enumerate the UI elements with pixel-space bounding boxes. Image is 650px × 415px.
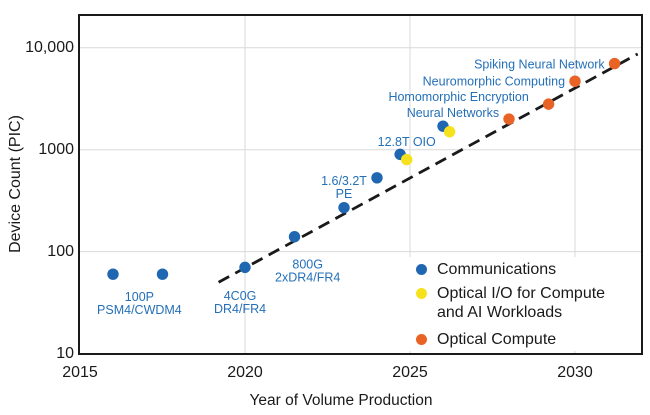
y-tick-label: 100 — [47, 243, 74, 261]
data-point-communications — [239, 261, 251, 274]
annotation: DR4/FR4 — [214, 302, 266, 316]
x-tick-label: 2025 — [392, 364, 428, 381]
legend-label: Optical Compute — [437, 331, 557, 348]
plot-border — [78, 14, 643, 355]
data-point-optical — [542, 98, 555, 110]
annotation: 12.8T OIO — [378, 135, 436, 149]
annotation: 4C0G — [224, 289, 257, 303]
x-tick-label: 2015 — [62, 364, 98, 381]
legend-item: Communications — [413, 260, 556, 279]
y-tick-label: 1000 — [38, 141, 74, 159]
trend-line — [217, 52, 639, 284]
data-point-optical — [401, 153, 413, 166]
annotation: PSM4/CWDM4 — [97, 303, 182, 317]
data-point-communications — [288, 231, 301, 243]
legend-swatch-icon — [416, 288, 427, 299]
data-point-optical — [503, 113, 515, 125]
data-point-optical — [443, 126, 456, 138]
y-tick-label: 10,000 — [25, 39, 74, 57]
data-point-optical — [569, 75, 581, 87]
data-point-communications — [107, 268, 119, 280]
annotation: Neuromorphic Computing — [423, 75, 565, 89]
data-point-communications — [156, 268, 169, 280]
legend-swatch-icon — [416, 264, 427, 275]
annotation: Homomorphic Encryption — [388, 90, 528, 104]
annotation: 2xDR4/FR4 — [275, 270, 340, 284]
data-point-optical — [608, 57, 621, 70]
annotation: Spiking Neural Network — [474, 58, 605, 72]
legend-item: Optical I/O for Compute and AI Workloads — [413, 284, 605, 322]
annotation: 100P — [125, 290, 154, 304]
annotation: 1.6/3.2T — [321, 174, 367, 188]
annotation: Neural Networks — [407, 106, 499, 120]
legend-label: Optical I/O for Compute and AI Workloads — [437, 285, 606, 321]
annotation: 800G — [292, 257, 323, 271]
legend-background — [408, 257, 640, 351]
annotation: PE — [336, 187, 353, 201]
legend-label: Communications — [437, 261, 557, 278]
y-axis-title: Device Count (PIC) — [7, 115, 24, 253]
x-axis-title: Year of Volume Production — [249, 392, 433, 409]
data-point-communications — [338, 201, 350, 214]
x-tick-label: 2030 — [557, 364, 593, 381]
data-point-communications — [371, 172, 383, 184]
legend-swatch-icon — [416, 334, 427, 345]
legend-item: Optical Compute — [413, 330, 556, 349]
x-tick-label: 2020 — [227, 364, 263, 381]
y-tick-label: 10 — [56, 345, 74, 362]
